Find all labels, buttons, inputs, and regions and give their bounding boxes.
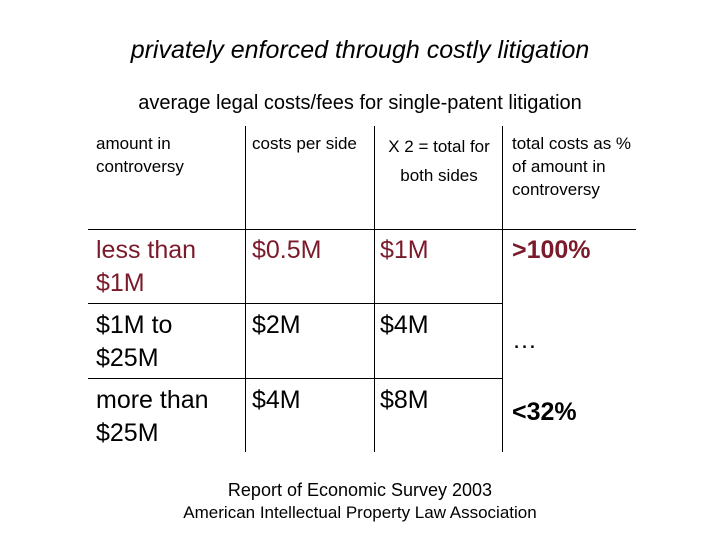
row-divider bbox=[88, 378, 502, 379]
row3-costs-per-side: $4M bbox=[252, 386, 301, 414]
header-total-both-sides: X 2 = total for both sides bbox=[388, 137, 490, 185]
header-amount: amount in controversy bbox=[96, 134, 184, 176]
header-percent-of-amount: total costs as % of amount in controvers… bbox=[512, 134, 632, 199]
row3-total-both-sides: $8M bbox=[380, 386, 429, 414]
source-organization: American Intellectual Property Law Assoc… bbox=[183, 503, 537, 522]
row1-costs-per-side: $0.5M bbox=[252, 236, 322, 264]
row2-percent: … bbox=[512, 326, 537, 354]
row1-amount: less than $1M bbox=[96, 236, 197, 297]
header-costs-per-side: costs per side bbox=[252, 134, 357, 153]
row2-amount: $1M to $25M bbox=[96, 311, 173, 372]
row-divider bbox=[88, 303, 502, 304]
row3-amount: more than $25M bbox=[96, 386, 209, 447]
row1-total-both-sides: $1M bbox=[380, 236, 429, 264]
source-report: Report of Economic Survey 2003 bbox=[227, 480, 493, 500]
cost-table: amount in controversy costs per side X 2… bbox=[88, 126, 636, 452]
row2-total-both-sides: $4M bbox=[380, 311, 429, 339]
row1-percent: >100% bbox=[512, 236, 591, 264]
slide-title: privately enforced through costly litiga… bbox=[130, 36, 590, 64]
row3-percent: <32% bbox=[512, 398, 577, 426]
header-divider bbox=[88, 229, 636, 230]
column-divider bbox=[502, 126, 503, 452]
column-divider bbox=[245, 126, 246, 452]
column-divider bbox=[374, 126, 375, 452]
slide-subtitle: average legal costs/fees for single-pate… bbox=[138, 92, 582, 114]
row2-costs-per-side: $2M bbox=[252, 311, 301, 339]
